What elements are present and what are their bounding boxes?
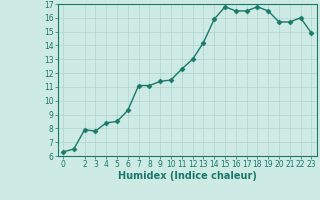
- X-axis label: Humidex (Indice chaleur): Humidex (Indice chaleur): [118, 171, 257, 181]
